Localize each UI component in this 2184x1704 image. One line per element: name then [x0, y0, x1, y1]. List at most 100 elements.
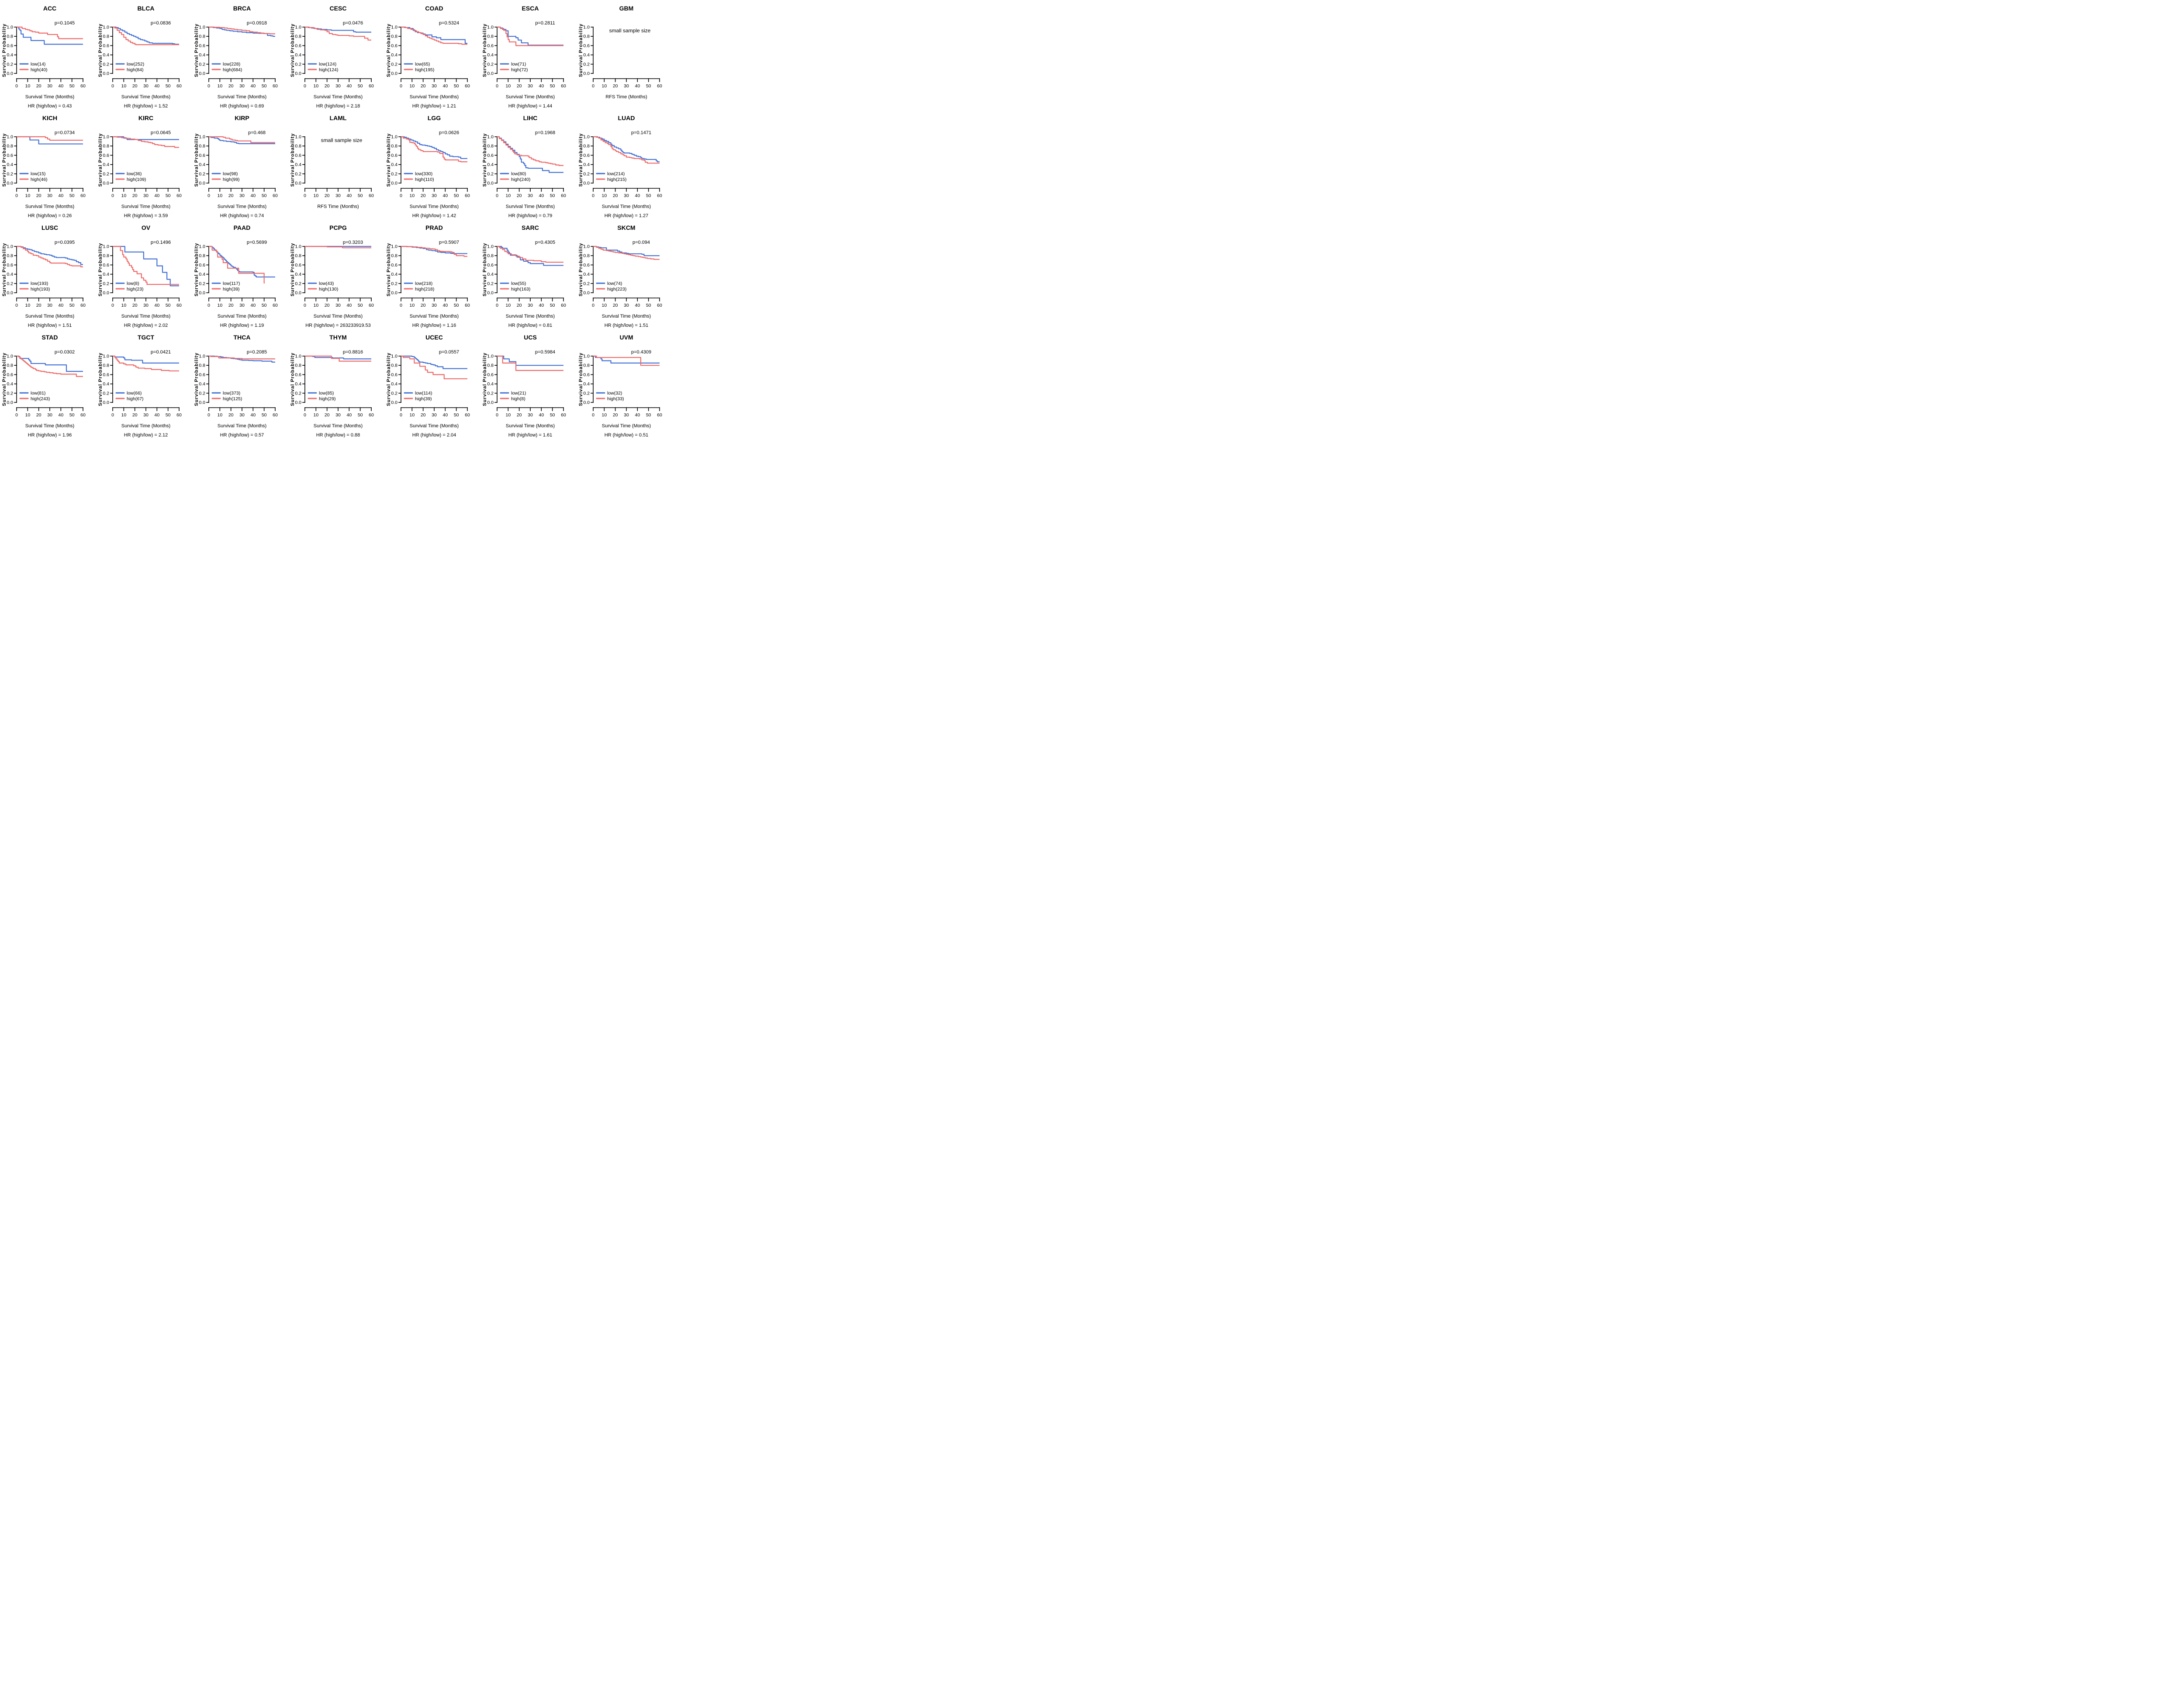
- legend-low-label: low(228): [223, 62, 240, 67]
- p-value-label: p=0.468: [248, 130, 266, 135]
- survival-panel-coad: COAD p=0.5324 Survival Probability 1.0 0.…: [386, 5, 470, 109]
- panel-title: LAML: [330, 114, 347, 121]
- legend-low-label: low(117): [223, 281, 240, 286]
- svg-text:0.8: 0.8: [7, 144, 13, 149]
- svg-text:0.6: 0.6: [199, 153, 205, 158]
- svg-text:20: 20: [228, 193, 234, 198]
- svg-text:1.0: 1.0: [7, 25, 13, 30]
- panel-title: KIRP: [235, 114, 249, 121]
- svg-text:0.2: 0.2: [391, 171, 397, 177]
- svg-text:40: 40: [250, 193, 256, 198]
- x-axis-title: Survival Time (Months): [218, 314, 266, 319]
- p-value-label: p=0.5699: [247, 240, 267, 245]
- svg-text:10: 10: [601, 303, 607, 308]
- legend-low-label: low(373): [223, 391, 240, 396]
- svg-text:0.0: 0.0: [103, 400, 109, 405]
- x-axis-title: Survival Time (Months): [218, 423, 266, 429]
- svg-text:0.6: 0.6: [583, 372, 590, 378]
- svg-text:30: 30: [239, 193, 245, 198]
- svg-text:30: 30: [432, 193, 437, 198]
- svg-text:50: 50: [550, 412, 555, 418]
- legend: low(74)high(223): [596, 281, 626, 292]
- svg-text:20: 20: [132, 412, 138, 418]
- hr-label: HR (high/low) = 0.43: [28, 104, 72, 109]
- svg-text:0.2: 0.2: [7, 171, 13, 177]
- hr-label: HR (high/low) = 1.51: [605, 323, 649, 328]
- svg-text:20: 20: [325, 193, 330, 198]
- y-axis-title: Survival Probability: [98, 353, 103, 406]
- legend-low-label: low(193): [31, 281, 48, 286]
- y-axis: 1.0 0.8 0.6 0.4 0.2 0.0: [199, 354, 209, 405]
- svg-text:0.2: 0.2: [391, 62, 397, 67]
- svg-text:0.2: 0.2: [295, 391, 301, 396]
- hr-label: HR (high/low) = 1.42: [412, 213, 456, 218]
- panel-title: CESC: [330, 5, 347, 12]
- x-axis: 0 10 20 30 40 50 60: [400, 78, 470, 89]
- legend: low(373)high(125): [211, 391, 242, 402]
- svg-text:60: 60: [561, 412, 566, 418]
- svg-text:50: 50: [262, 303, 267, 308]
- svg-text:0: 0: [400, 303, 402, 308]
- x-axis-title: Survival Time (Months): [314, 423, 363, 429]
- svg-text:20: 20: [517, 193, 522, 198]
- legend: low(66)high(67): [115, 391, 144, 402]
- survival-panel-sarc: SARC p=0.4305 Survival Probability 1.0 0.…: [482, 224, 566, 328]
- p-value-label: p=0.1968: [535, 130, 555, 135]
- svg-text:10: 10: [217, 193, 222, 198]
- svg-text:10: 10: [601, 193, 607, 198]
- y-axis-title: Survival Probability: [98, 243, 103, 297]
- svg-text:0.6: 0.6: [103, 153, 109, 158]
- y-axis: 1.0 0.8 0.6 0.4 0.2 0.0: [583, 244, 594, 296]
- svg-text:40: 40: [442, 193, 448, 198]
- x-axis-title: Survival Time (Months): [314, 94, 363, 100]
- svg-text:30: 30: [432, 303, 437, 308]
- x-axis-title: Survival Time (Months): [410, 314, 459, 319]
- svg-text:0.2: 0.2: [487, 62, 494, 67]
- svg-text:50: 50: [166, 412, 171, 418]
- svg-text:0.6: 0.6: [103, 43, 109, 48]
- svg-text:50: 50: [358, 412, 363, 418]
- svg-text:0.0: 0.0: [295, 291, 301, 296]
- legend: low(80)high(240): [500, 171, 530, 182]
- x-axis: 0 10 20 30 40 50 60: [111, 188, 182, 198]
- svg-text:30: 30: [528, 412, 533, 418]
- svg-text:0: 0: [207, 412, 210, 418]
- y-axis: 1.0 0.8 0.6 0.4 0.2 0.0: [295, 25, 305, 76]
- svg-text:60: 60: [369, 83, 374, 89]
- svg-text:0.6: 0.6: [583, 263, 590, 268]
- svg-text:0: 0: [592, 193, 594, 198]
- svg-text:10: 10: [505, 412, 511, 418]
- x-axis: 0 10 20 30 40 50 60: [15, 407, 86, 418]
- svg-text:1.0: 1.0: [487, 354, 494, 359]
- svg-text:0: 0: [592, 83, 594, 89]
- x-axis: 0 10 20 30 40 50 60: [15, 188, 86, 198]
- svg-text:50: 50: [550, 193, 555, 198]
- survival-panel-ucs: UCS p=0.5984 Survival Probability 1.0 0.8…: [482, 334, 566, 438]
- x-axis: 0 10 20 30 40 50 60: [496, 78, 566, 89]
- svg-text:0.0: 0.0: [199, 400, 205, 405]
- svg-text:30: 30: [624, 412, 629, 418]
- hr-label: HR (high/low) = 0.74: [220, 213, 264, 218]
- svg-text:0.8: 0.8: [199, 144, 205, 149]
- svg-text:0.2: 0.2: [7, 281, 13, 286]
- svg-text:0.8: 0.8: [583, 253, 590, 259]
- panel-title: KIRC: [138, 114, 153, 121]
- p-value-label: p=0.0918: [247, 21, 267, 26]
- svg-text:60: 60: [80, 193, 86, 198]
- svg-text:1.0: 1.0: [391, 244, 397, 249]
- p-value-label: p=0.1045: [55, 21, 75, 26]
- panel-title: SKCM: [617, 224, 635, 231]
- x-axis: 0 10 20 30 40 50 60: [111, 78, 182, 89]
- svg-text:0: 0: [592, 303, 594, 308]
- hr-label: HR (high/low) = 1.52: [124, 104, 168, 109]
- svg-text:30: 30: [47, 303, 52, 308]
- svg-text:0: 0: [15, 193, 18, 198]
- x-axis-title: Survival Time (Months): [602, 423, 651, 429]
- svg-text:60: 60: [80, 83, 86, 89]
- svg-text:30: 30: [432, 412, 437, 418]
- p-value-label: p=0.0645: [151, 130, 171, 135]
- y-axis-title: Survival Probability: [194, 243, 199, 297]
- svg-text:0.8: 0.8: [7, 363, 13, 368]
- hr-label: HR (high/low) = 1.44: [508, 104, 553, 109]
- panel-title: LIHC: [523, 114, 538, 121]
